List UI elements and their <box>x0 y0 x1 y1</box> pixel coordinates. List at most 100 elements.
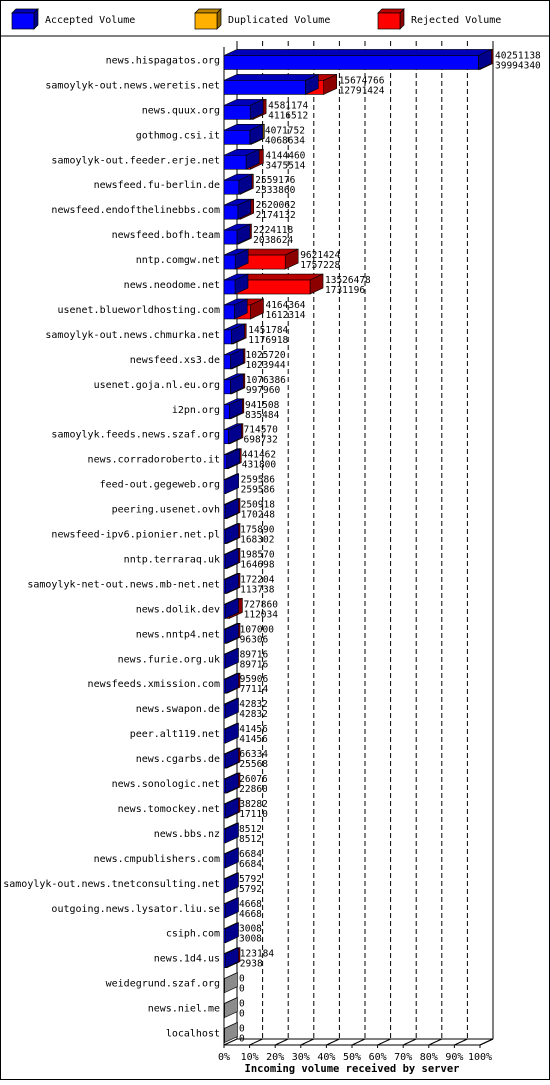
legend-swatch-side-accepted-volume <box>33 8 39 30</box>
data-label-total-newsfeed-bofh-team: 2224118 <box>253 225 293 236</box>
data-label-accepted-newsfeed-xs3-de: 1023944 <box>246 360 286 371</box>
category-label-newsfeed-ipv6-pionier-net-pl: newsfeed-ipv6.pionier.net.pl <box>51 530 220 541</box>
data-label-accepted-news-bbs-nz: 8512 <box>239 834 262 845</box>
bar-accepted-samoylyk-out-news-weretis-net <box>223 80 306 95</box>
data-label-total-nntp-terraraq-uk: 198570 <box>240 549 275 560</box>
data-label-total-feed-out-gegeweb-org: 259586 <box>241 475 276 486</box>
bar-accepted-csiph-com <box>223 928 226 944</box>
floor-tick-90 <box>454 1038 468 1046</box>
category-label-i2pn-org: i2pn.org <box>172 405 220 416</box>
category-label-news-neodome-net: news.neodome.net <box>124 280 220 291</box>
floor-tick-50 <box>351 1038 366 1046</box>
category-label-news-niel-me: news.niel.me <box>148 1004 220 1015</box>
category-label-news-1d4-us: news.1d4.us <box>154 954 220 965</box>
data-label-accepted-news-swapon-de: 42832 <box>239 709 268 720</box>
data-label-accepted-news-dolik-dev: 112034 <box>244 609 279 620</box>
data-label-accepted-peering-usenet-ovh: 170248 <box>241 510 276 521</box>
bar-accepted-news-nntp4-net <box>223 629 226 644</box>
category-label-news-furie-org-uk: news.furie.org.uk <box>118 654 220 665</box>
data-label-accepted-newsfeed-ipv6-pionier-net-pl: 168302 <box>240 535 274 546</box>
legend-swatch-top-duplicated-volume <box>194 8 222 14</box>
bar-accepted-peer-alt119-net <box>223 728 226 744</box>
x-axis-title: Incoming volume received by server <box>245 1063 460 1075</box>
x-tick-label-90: 90% <box>445 1052 463 1063</box>
bar-empty-localhost <box>223 1028 225 1043</box>
bar-empty-news-niel-me <box>223 1003 225 1018</box>
bar-accepted-usenet-goja-nl-eu-org <box>223 379 231 395</box>
floor-tick-10 <box>249 1038 263 1046</box>
data-label-accepted-newsfeed-endofthelinebbs-com: 2174132 <box>256 210 296 221</box>
data-label-total-newsfeed-endofthelinebbs-com: 2620062 <box>256 200 296 211</box>
category-label-news-corradoroberto-it: news.corradoroberto.it <box>88 455 220 466</box>
bar-accepted-samoylyk-out-news-chmurka-net <box>223 329 232 345</box>
legend-swatch-top-accepted-volume <box>11 8 39 14</box>
category-label-news-bbs-nz: news.bbs.nz <box>154 829 220 840</box>
data-label-total-csiph-com: 3008 <box>239 924 262 935</box>
data-label-total-samoylyk-out-feeder-erje-net: 4144460 <box>265 150 305 161</box>
data-label-total-outgoing-news-lysator-liu-se: 4668 <box>239 899 262 910</box>
data-label-accepted-usenet-blueworldhosting-com: 1612314 <box>265 310 305 321</box>
x-tick-label-70: 70% <box>394 1052 412 1063</box>
floor-tick-100 <box>479 1038 494 1046</box>
floor-tick-60 <box>377 1038 391 1046</box>
floor-tick-0 <box>223 1038 238 1046</box>
data-label-total-samoylyk-out-news-chmurka-net: 1451784 <box>248 325 288 336</box>
data-label-total-localhost: 0 <box>239 1024 245 1035</box>
bar-accepted-newsfeed-xs3-de <box>223 354 231 370</box>
data-label-accepted-samoylyk-out-feeder-erje-net: 3475514 <box>265 160 305 171</box>
bar-accepted-news-tomockey-net <box>223 803 226 819</box>
bar-accepted-news-hispagatos-org-top <box>223 49 492 56</box>
floor-tick-40 <box>326 1038 340 1046</box>
data-label-total-news-cmpublishers-com: 6684 <box>239 849 262 860</box>
x-tick-label-30: 30% <box>292 1052 310 1063</box>
data-label-accepted-news-hispagatos-org: 39994340 <box>495 60 541 71</box>
bar-accepted-samoylyk-out-feeder-erje-net <box>223 154 247 170</box>
x-tick-label-10: 10% <box>241 1052 259 1063</box>
data-label-total-usenet-blueworldhosting-com: 4164364 <box>265 300 305 311</box>
data-label-total-newsfeeds-xmission-com: 95906 <box>240 674 269 685</box>
category-label-news-hispagatos-org: news.hispagatos.org <box>106 55 220 66</box>
category-label-csiph-com: csiph.com <box>166 929 220 940</box>
category-label-samoylyk-net-out-news-mb-net-net: samoylyk-net-out.news.mb-net.net <box>27 579 220 590</box>
data-label-total-i2pn-org: 941508 <box>245 400 280 411</box>
data-label-accepted-samoylyk-feeds-news-szaf-org: 698732 <box>244 435 278 446</box>
data-label-total-peer-alt119-net: 41456 <box>239 724 268 735</box>
category-label-news-sonologic-net: news.sonologic.net <box>112 779 220 790</box>
data-label-total-news-swapon-de: 42832 <box>239 699 268 710</box>
data-label-accepted-newsfeed-fu-berlin-de: 2333860 <box>255 185 295 196</box>
bar-accepted-news-cgarbs-de <box>223 753 226 769</box>
data-label-accepted-news-nntp4-net: 96306 <box>240 634 269 645</box>
category-label-weidegrund-szaf-org: weidegrund.szaf.org <box>106 979 220 990</box>
bar-accepted-news-corradoroberto-it <box>223 454 228 469</box>
bar-accepted-news-1d4-us <box>223 953 226 968</box>
data-label-total-nntp-comgw-net: 9621424 <box>300 250 340 261</box>
category-label-newsfeed-xs3-de: newsfeed.xs3.de <box>130 355 220 366</box>
data-label-total-samoylyk-net-out-news-mb-net-net: 172204 <box>240 574 275 585</box>
bar-accepted-newsfeed-endofthelinebbs-com <box>223 204 239 220</box>
category-label-news-dolik-dev: news.dolik.dev <box>136 604 220 615</box>
bar-accepted-i2pn-org <box>223 404 230 420</box>
data-label-accepted-i2pn-org: 835484 <box>245 410 280 421</box>
bar-accepted-news-swapon-de <box>223 703 226 719</box>
category-label-samoylyk-out-news-tnetconsulting-net: samoylyk-out.news.tnetconsulting.net <box>3 879 220 890</box>
category-label-nntp-terraraq-uk: nntp.terraraq.uk <box>124 554 220 565</box>
data-label-total-news-corradoroberto-it: 441462 <box>242 450 276 461</box>
category-label-news-quux-org: news.quux.org <box>142 105 220 116</box>
bar-accepted-samoylyk-out-news-weretis-net-top <box>223 74 319 81</box>
category-label-samoylyk-out-news-chmurka-net: samoylyk-out.news.chmurka.net <box>45 330 220 341</box>
category-label-localhost: localhost <box>166 1029 220 1040</box>
legend-label-rejected-volume: Rejected Volume <box>411 15 501 26</box>
data-label-total-samoylyk-out-news-tnetconsulting-net: 5792 <box>239 874 262 885</box>
bar-accepted-newsfeed-bofh-team <box>223 229 238 245</box>
bar-accepted-usenet-blueworldhosting-com <box>223 304 235 320</box>
data-label-accepted-localhost: 0 <box>239 1034 245 1045</box>
x-tick-label-60: 60% <box>369 1052 387 1063</box>
legend-label-accepted-volume: Accepted Volume <box>45 15 135 26</box>
data-label-total-news-furie-org-uk: 89716 <box>240 649 269 660</box>
data-label-accepted-newsfeeds-xmission-com: 77114 <box>240 684 269 695</box>
data-label-accepted-newsfeed-bofh-team: 2038624 <box>253 235 293 246</box>
category-label-news-cmpublishers-com: news.cmpublishers.com <box>94 854 220 865</box>
category-label-newsfeed-fu-berlin-de: newsfeed.fu-berlin.de <box>94 180 220 191</box>
